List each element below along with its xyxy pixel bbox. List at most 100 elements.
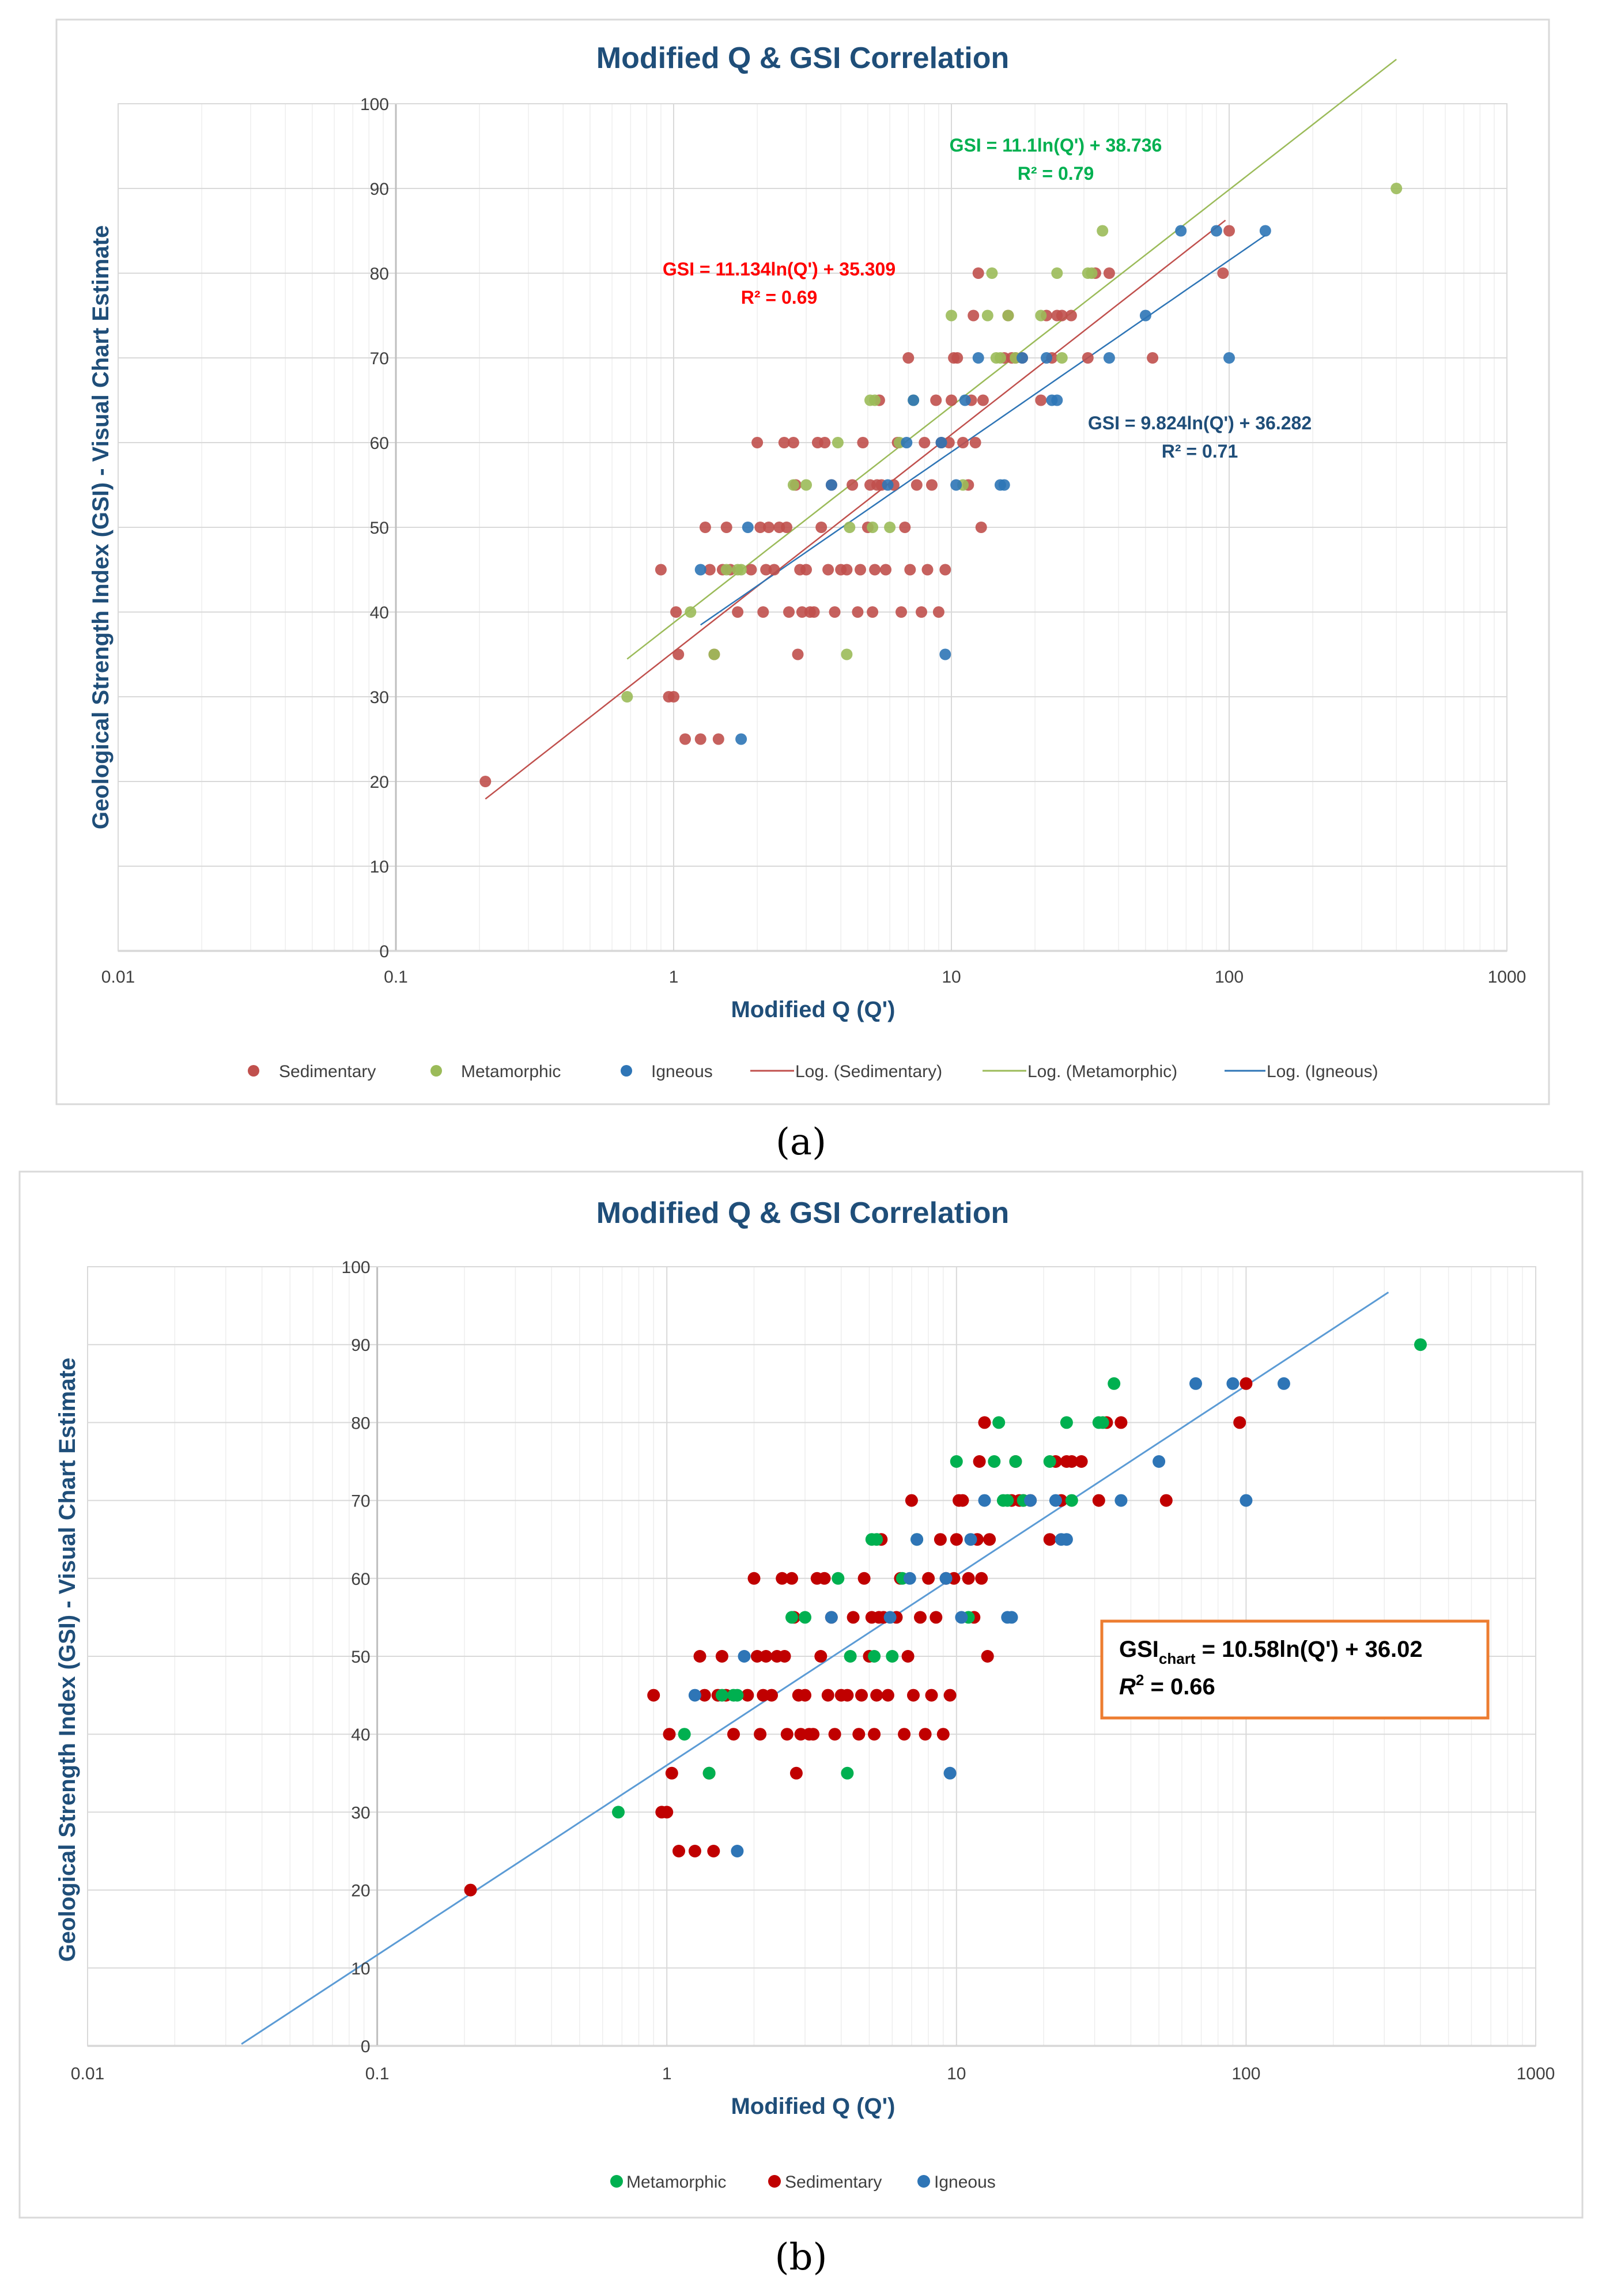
- point-igneous: [943, 1766, 957, 1780]
- point-metamorphic: [702, 1766, 716, 1780]
- point-sedimentary: [732, 606, 744, 618]
- equation-box-r2: R2 = 0.66: [1119, 1671, 1215, 1700]
- r2-metamorphic: R² = 0.79: [1018, 163, 1094, 184]
- point-sedimentary: [808, 606, 820, 618]
- point-sedimentary: [807, 1728, 820, 1741]
- trendline: [700, 235, 1266, 626]
- point-metamorphic: [950, 1455, 963, 1468]
- y-tick-label: 40: [351, 1725, 370, 1744]
- point-metamorphic: [886, 1650, 899, 1663]
- point-sedimentary: [693, 1650, 706, 1663]
- point-igneous: [1114, 1494, 1128, 1507]
- point-igneous: [742, 522, 754, 533]
- panel-b-plot-area: [87, 1266, 1536, 2046]
- point-igneous: [1153, 1455, 1166, 1468]
- y-tick-label: 10: [351, 1959, 370, 1978]
- point-sedimentary: [855, 1689, 868, 1702]
- point-sedimentary: [925, 1689, 938, 1702]
- point-sedimentary: [822, 564, 834, 576]
- point-sedimentary: [672, 1845, 685, 1857]
- point-metamorphic: [1097, 225, 1109, 237]
- point-igneous: [935, 437, 947, 448]
- point-igneous: [688, 1689, 701, 1702]
- r2-superscript: 2: [1136, 1671, 1144, 1689]
- point-sedimentary: [715, 1650, 728, 1663]
- y-tick-label: 40: [370, 603, 389, 622]
- point-sedimentary: [907, 1689, 920, 1702]
- legend-label-log-igneous: Log. (Igneous): [1267, 1062, 1378, 1081]
- point-sedimentary: [828, 1728, 841, 1741]
- point-sedimentary: [852, 606, 864, 618]
- point-sedimentary: [899, 522, 911, 533]
- y-tick-label: 100: [360, 95, 389, 114]
- point-metamorphic: [884, 522, 896, 533]
- panel-b-y-axis-label: Geological Strength Index (GSI) - Visual…: [55, 1358, 80, 1962]
- point-sedimentary: [916, 606, 927, 618]
- point-sedimentary: [694, 733, 706, 745]
- point-sedimentary: [1217, 267, 1229, 279]
- point-sedimentary: [663, 1728, 676, 1741]
- point-metamorphic: [844, 522, 856, 533]
- panel-a-points: [479, 183, 1403, 787]
- point-igneous: [972, 352, 984, 364]
- legend-marker-igneous-b: [917, 2175, 930, 2188]
- panel-a-x-axis-label: Modified Q (Q'): [731, 997, 895, 1022]
- point-sedimentary: [672, 648, 685, 660]
- equation-igneous: GSI = 9.824ln(Q') + 36.282: [1088, 413, 1312, 433]
- point-sedimentary: [919, 437, 931, 448]
- y-tick-label: 90: [370, 180, 389, 199]
- point-sedimentary: [975, 522, 987, 533]
- y-tick-label: 50: [370, 519, 389, 538]
- legend-label-igneous: Igneous: [651, 1062, 713, 1081]
- point-igneous: [1240, 1494, 1253, 1507]
- point-sedimentary: [957, 437, 969, 448]
- y-tick-label: 80: [370, 265, 389, 284]
- point-sedimentary: [867, 606, 879, 618]
- point-igneous: [1223, 352, 1235, 364]
- point-sedimentary: [881, 1689, 894, 1702]
- point-sedimentary: [698, 1689, 711, 1702]
- point-sedimentary: [780, 1728, 794, 1741]
- legend-label-metamorphic-b: Metamorphic: [626, 2173, 726, 2192]
- point-metamorphic: [799, 1611, 811, 1624]
- point-sedimentary: [869, 564, 881, 576]
- point-sedimentary: [796, 606, 808, 618]
- point-sedimentary: [768, 564, 780, 576]
- point-sedimentary: [778, 437, 790, 448]
- equation-rest: = 10.58ln(Q') + 36.02: [1195, 1637, 1422, 1662]
- equation-subscript: chart: [1159, 1650, 1196, 1667]
- point-igneous: [1226, 1377, 1240, 1390]
- point-metamorphic: [785, 1611, 798, 1624]
- point-metamorphic: [841, 648, 853, 660]
- point-igneous: [731, 1845, 744, 1857]
- y-tick-label: 0: [361, 2037, 371, 2056]
- point-igneous: [825, 479, 837, 491]
- point-metamorphic: [708, 648, 720, 660]
- y-tick-label: 100: [342, 1258, 371, 1277]
- point-igneous: [882, 479, 894, 491]
- point-sedimentary: [946, 394, 957, 406]
- point-sedimentary: [670, 606, 682, 618]
- point-sedimentary: [781, 522, 792, 533]
- point-sedimentary: [847, 479, 859, 491]
- point-igneous: [694, 564, 706, 576]
- point-igneous: [978, 1494, 991, 1507]
- panel-a-plot-area: [118, 103, 1507, 951]
- point-metamorphic: [735, 564, 747, 576]
- point-sedimentary: [800, 564, 812, 576]
- panel-b-points: [464, 1338, 1427, 1897]
- point-igneous: [939, 648, 951, 660]
- point-metamorphic: [832, 1572, 845, 1585]
- panel-b-title: Modified Q & GSI Correlation: [596, 1196, 1009, 1230]
- point-sedimentary: [1147, 352, 1159, 364]
- equation-box-frame: [1100, 1619, 1490, 1720]
- point-metamorphic: [988, 1455, 1001, 1468]
- point-sedimentary: [1065, 309, 1077, 322]
- point-sedimentary: [792, 648, 804, 660]
- point-igneous: [1060, 1533, 1073, 1546]
- point-igneous: [1189, 1377, 1202, 1390]
- point-sedimentary: [981, 1650, 994, 1663]
- point-igneous: [908, 394, 920, 406]
- point-metamorphic: [1056, 352, 1068, 364]
- trendline: [241, 1292, 1389, 2045]
